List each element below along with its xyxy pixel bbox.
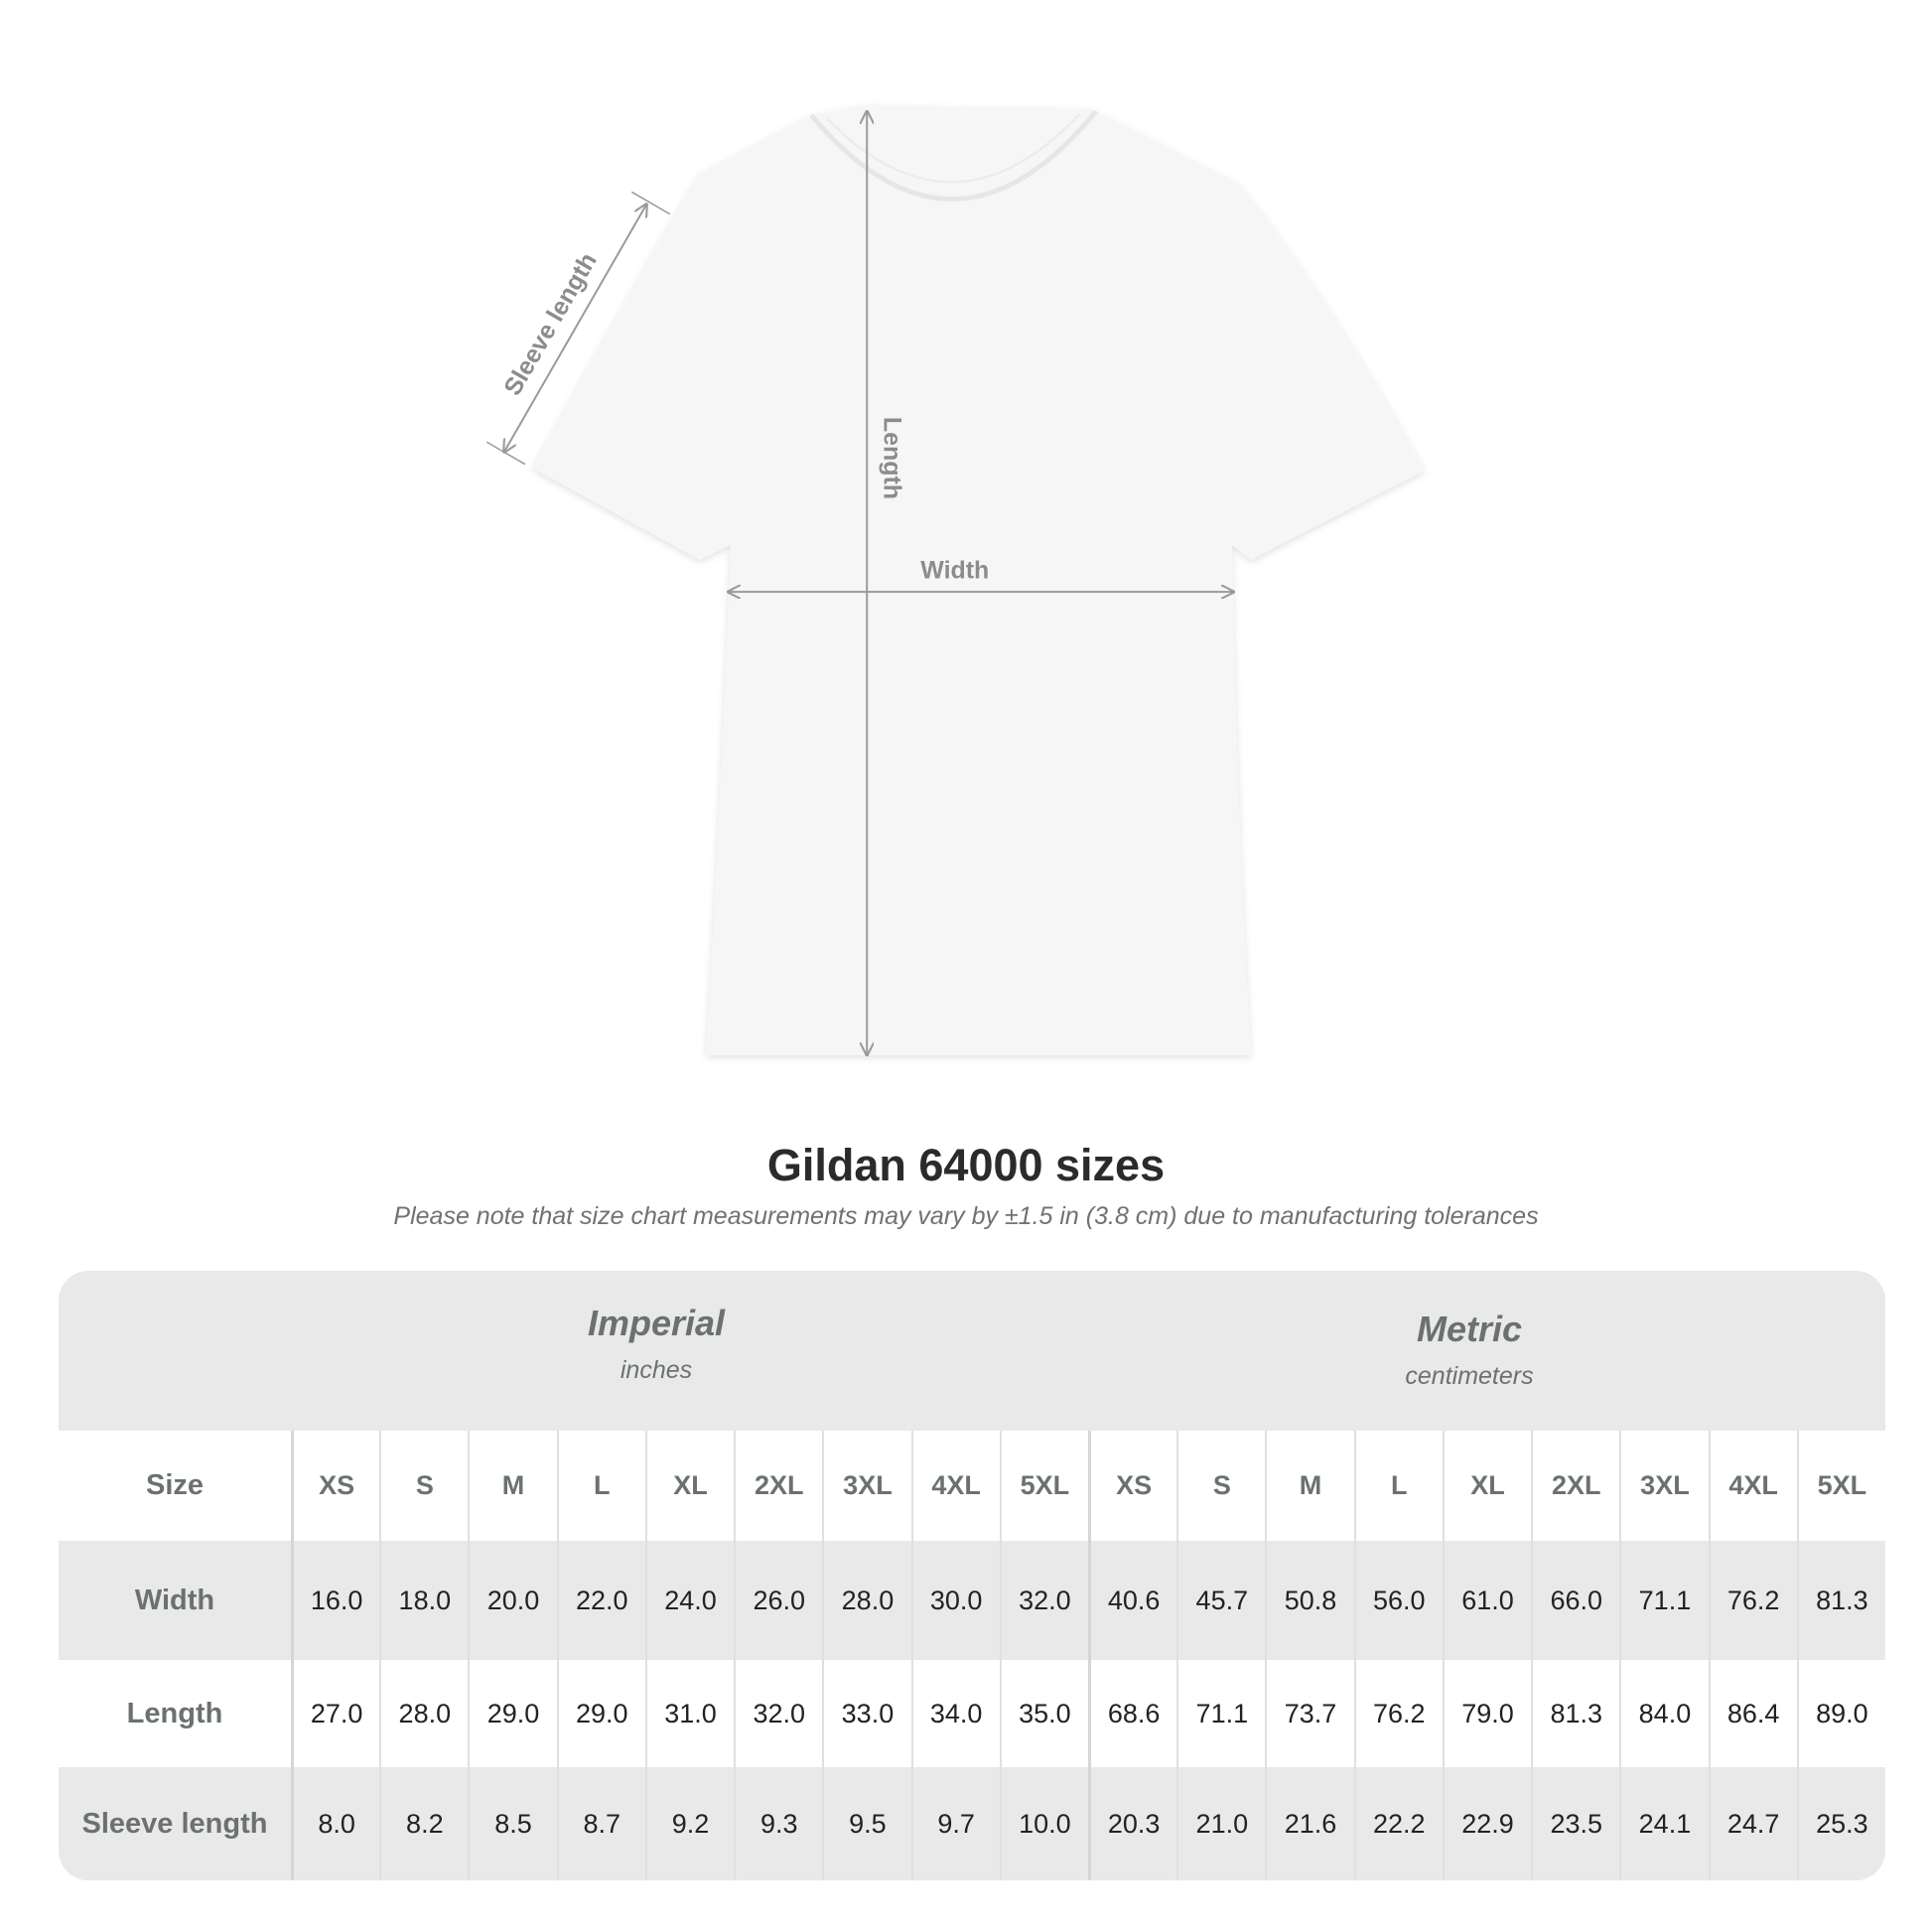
metric-value-cell: 79.0 bbox=[1442, 1660, 1531, 1767]
metric-value-cell: 22.9 bbox=[1442, 1767, 1531, 1880]
imperial-size-header: 3XL bbox=[822, 1431, 910, 1541]
metric-size-header: 4XL bbox=[1708, 1431, 1797, 1541]
imperial-title: Imperial bbox=[587, 1303, 726, 1343]
metric-value-cell: 84.0 bbox=[1619, 1660, 1708, 1767]
imperial-value-cell: 33.0 bbox=[822, 1660, 910, 1767]
imperial-size-header: XL bbox=[644, 1431, 734, 1541]
imperial-size-header: 4XL bbox=[910, 1431, 1000, 1541]
metric-size-header: XS bbox=[1088, 1431, 1176, 1541]
imperial-value-cell: 9.2 bbox=[644, 1767, 734, 1880]
metric-value-cell: 24.7 bbox=[1708, 1767, 1797, 1880]
metric-value-cell: 71.1 bbox=[1619, 1541, 1708, 1660]
metric-value-cell: 23.5 bbox=[1531, 1767, 1619, 1880]
page-title: Gildan 64000 sizes bbox=[766, 1140, 1166, 1190]
row-label: Length bbox=[126, 1697, 223, 1729]
imperial-value-cell: 31.0 bbox=[644, 1660, 734, 1767]
metric-value-cell: 45.7 bbox=[1176, 1541, 1265, 1660]
metric-value-cell: 20.3 bbox=[1088, 1767, 1176, 1880]
metric-unit: centimeters bbox=[1405, 1362, 1534, 1390]
tshirt-shape bbox=[532, 105, 1425, 1055]
imperial-size-header: 2XL bbox=[734, 1431, 822, 1541]
imperial-value-cell: 9.5 bbox=[822, 1767, 910, 1880]
sleeve-length-row: Sleeve length 8.0 8.2 8.5 8.7 9.2 9.3 9.5 9.7 10.… bbox=[59, 1767, 1885, 1880]
metric-value-cell: 22.2 bbox=[1353, 1767, 1443, 1880]
metric-value-cell: 89.0 bbox=[1796, 1660, 1885, 1767]
imperial-value-cell: 20.0 bbox=[468, 1541, 556, 1660]
metric-value-cell: 81.3 bbox=[1531, 1660, 1619, 1767]
size-row: Size XS S M L XL 2XL 3XL 4XL 5XL XS S M L XL 2XL 3XL 4XL 5… bbox=[59, 1431, 1885, 1541]
imperial-value-cell: 27.0 bbox=[291, 1660, 379, 1767]
metric-value-cell: 21.0 bbox=[1176, 1767, 1265, 1880]
tolerance-note: Please note that size chart measurements… bbox=[393, 1202, 1539, 1230]
imperial-unit: inches bbox=[620, 1356, 693, 1384]
imperial-value-cell: 35.0 bbox=[999, 1660, 1088, 1767]
metric-value-cell: 68.6 bbox=[1088, 1660, 1176, 1767]
metric-size-header: 3XL bbox=[1619, 1431, 1708, 1541]
metric-value-cell: 66.0 bbox=[1531, 1541, 1619, 1660]
imperial-value-cell: 8.2 bbox=[379, 1767, 468, 1880]
imperial-size-header: XS bbox=[291, 1431, 379, 1541]
metric-size-header: 2XL bbox=[1531, 1431, 1619, 1541]
metric-value-cell: 76.2 bbox=[1708, 1541, 1797, 1660]
metric-size-header: M bbox=[1265, 1431, 1353, 1541]
imperial-value-cell: 16.0 bbox=[291, 1541, 379, 1660]
metric-value-cell: 24.1 bbox=[1619, 1767, 1708, 1880]
width-row: Width 16.0 18.0 20.0 22.0 24.0 26.0 28.0 30.0 32.… bbox=[59, 1541, 1885, 1660]
imperial-value-cell: 34.0 bbox=[910, 1660, 1000, 1767]
collar bbox=[809, 109, 1098, 202]
imperial-value-cell: 9.3 bbox=[734, 1767, 822, 1880]
metric-size-header: XL bbox=[1442, 1431, 1531, 1541]
imperial-value-cell: 8.5 bbox=[468, 1767, 556, 1880]
imperial-value-cell: 32.0 bbox=[999, 1541, 1088, 1660]
metric-value-cell: 71.1 bbox=[1176, 1660, 1265, 1767]
metric-value-cell: 61.0 bbox=[1442, 1541, 1531, 1660]
imperial-value-cell: 8.0 bbox=[291, 1767, 379, 1880]
metric-value-cell: 86.4 bbox=[1708, 1660, 1797, 1767]
imperial-size-header: S bbox=[379, 1431, 468, 1541]
metric-size-header: S bbox=[1176, 1431, 1265, 1541]
imperial-size-header: L bbox=[556, 1431, 645, 1541]
length-label: Length bbox=[879, 417, 906, 499]
metric-value-cell: 25.3 bbox=[1796, 1767, 1885, 1880]
imperial-value-cell: 30.0 bbox=[910, 1541, 1000, 1660]
metric-header: Metric centimeters bbox=[1221, 1309, 1718, 1391]
tshirt-diagram: Length Width Sleeve length bbox=[485, 105, 1425, 1092]
imperial-value-cell: 10.0 bbox=[999, 1767, 1088, 1880]
metric-title: Metric bbox=[1416, 1309, 1523, 1349]
metric-value-cell: 76.2 bbox=[1353, 1660, 1443, 1767]
width-label: Width bbox=[920, 556, 989, 584]
imperial-value-cell: 9.7 bbox=[910, 1767, 1000, 1880]
row-label: Size bbox=[145, 1469, 205, 1501]
metric-value-cell: 40.6 bbox=[1088, 1541, 1176, 1660]
imperial-value-cell: 32.0 bbox=[734, 1660, 822, 1767]
imperial-header: Imperial inches bbox=[408, 1303, 904, 1385]
metric-value-cell: 81.3 bbox=[1796, 1541, 1885, 1660]
metric-value-cell: 50.8 bbox=[1265, 1541, 1353, 1660]
imperial-value-cell: 29.0 bbox=[468, 1660, 556, 1767]
metric-size-header: 5XL bbox=[1796, 1431, 1885, 1541]
imperial-value-cell: 22.0 bbox=[556, 1541, 645, 1660]
metric-value-cell: 56.0 bbox=[1353, 1541, 1443, 1660]
imperial-value-cell: 28.0 bbox=[822, 1541, 910, 1660]
sleeve-arrow bbox=[504, 205, 646, 452]
imperial-value-cell: 26.0 bbox=[734, 1541, 822, 1660]
imperial-size-header: M bbox=[468, 1431, 556, 1541]
imperial-value-cell: 8.7 bbox=[556, 1767, 645, 1880]
imperial-size-header: 5XL bbox=[999, 1431, 1088, 1541]
row-label: Width bbox=[134, 1584, 215, 1616]
row-label: Sleeve length bbox=[81, 1807, 268, 1840]
imperial-value-cell: 29.0 bbox=[556, 1660, 645, 1767]
metric-size-header: L bbox=[1353, 1431, 1443, 1541]
size-table: Imperial inches Metric centimeters Size X… bbox=[59, 1271, 1885, 1880]
table-header: Imperial inches Metric centimeters bbox=[59, 1271, 1885, 1431]
imperial-value-cell: 18.0 bbox=[379, 1541, 468, 1660]
metric-value-cell: 21.6 bbox=[1265, 1767, 1353, 1880]
metric-value-cell: 73.7 bbox=[1265, 1660, 1353, 1767]
imperial-value-cell: 24.0 bbox=[644, 1541, 734, 1660]
imperial-value-cell: 28.0 bbox=[379, 1660, 468, 1767]
length-row: Length 27.0 28.0 29.0 29.0 31.0 32.0 33.0 34.0 35… bbox=[59, 1660, 1885, 1767]
